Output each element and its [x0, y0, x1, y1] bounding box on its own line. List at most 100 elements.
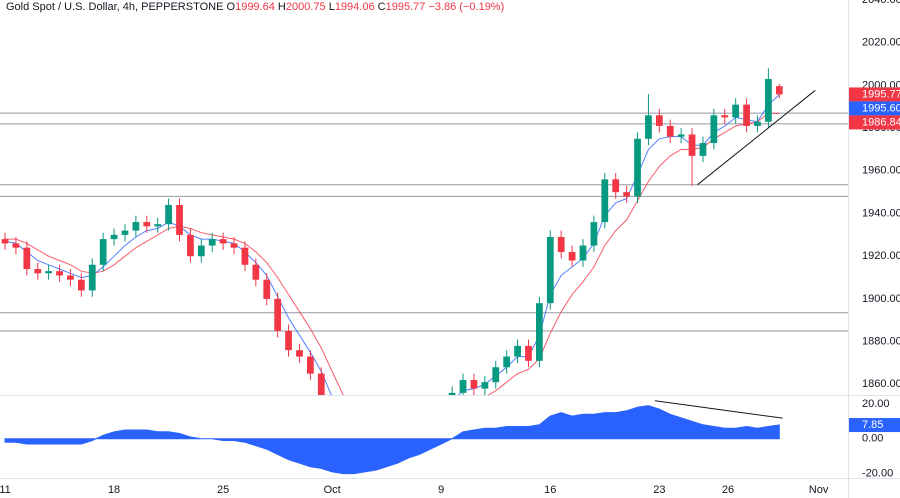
candle-body	[535, 303, 543, 361]
candle-body	[285, 330, 292, 351]
candle-body	[252, 264, 260, 280]
candle-body	[241, 247, 249, 265]
candle-body	[688, 134, 696, 156]
x-tick-label: 23	[653, 484, 665, 496]
candle-body	[274, 298, 282, 331]
candle-body	[208, 239, 216, 246]
osc-tag	[849, 418, 900, 433]
candle-body	[110, 234, 118, 240]
candle-body	[492, 367, 500, 383]
candle-body	[666, 125, 674, 137]
candle-body	[296, 350, 303, 357]
x-tick-label: Oct	[324, 484, 341, 496]
ohlc-prefix: O	[226, 1, 236, 13]
x-tick-label: 18	[108, 484, 120, 496]
candle-body	[154, 224, 162, 227]
candle-body	[197, 245, 205, 257]
candle-body	[601, 179, 609, 223]
main-pane	[0, 68, 848, 431]
symbol: Gold Spot / U.S. Dollar, 4h, PEPPERSTONE	[6, 1, 224, 13]
ohlc-prefix: H	[277, 1, 286, 13]
candle-body	[187, 234, 194, 257]
change: −3.86 (−0.19%)	[428, 1, 505, 13]
y-tick-label: 1900.00	[862, 293, 900, 305]
candle-body	[143, 222, 151, 227]
candle-body	[263, 279, 271, 299]
candle-body	[699, 143, 707, 156]
candle-body	[230, 243, 238, 248]
candle-body	[448, 392, 456, 395]
ohlc-value: 1999.64	[235, 1, 275, 13]
candle-body	[775, 86, 783, 95]
candle-body	[88, 264, 96, 291]
candle-body	[99, 239, 107, 265]
ohlc-prefix: L	[328, 1, 335, 13]
candle-body	[121, 230, 129, 235]
candle-body	[306, 356, 314, 374]
candle-body	[67, 275, 74, 280]
price-tag	[849, 101, 900, 116]
x-tick-label: 16	[544, 484, 556, 496]
osc-tag-label: 7.85	[862, 419, 883, 431]
moving-average	[4, 94, 780, 395]
candle-body	[176, 204, 183, 235]
price-tag	[849, 87, 900, 102]
candle-body	[416, 416, 423, 427]
x-tick-label: Nov	[809, 484, 829, 496]
candle-body	[438, 401, 445, 405]
x-tick-label: 26	[722, 484, 734, 496]
x-tick-label: 9	[438, 484, 444, 496]
candle-body	[623, 192, 631, 197]
ohlc-value: 1994.06	[334, 1, 375, 13]
candle-body	[503, 356, 511, 368]
osc-tick-label: 0.00	[862, 433, 883, 445]
candle-body	[219, 239, 227, 244]
candle-body	[765, 79, 772, 122]
oscillator-pane	[4, 400, 783, 475]
osc-tick-label: 20.00	[862, 398, 890, 410]
legend-header: Gold Spot / U.S. Dollar, 4h, PEPPERSTONE…	[6, 1, 504, 13]
candle-body	[677, 134, 685, 137]
candle-body	[481, 382, 489, 389]
ohlc-prefix: C	[377, 1, 386, 13]
candle-body	[721, 115, 729, 118]
ohlc-value: 2000.75	[285, 1, 326, 13]
candle-body	[645, 115, 652, 139]
y-tick-label: 1860.00	[862, 378, 900, 390]
price-tag-label: 1995.77	[862, 88, 900, 100]
y-tick-label: 1880.00	[862, 336, 900, 348]
candle-body	[34, 269, 42, 274]
price-tag-label: 1986.84	[862, 116, 900, 128]
candle-body	[459, 380, 467, 393]
ohlc-value: 1995.77	[385, 1, 426, 13]
y-tick-label: 1920.00	[862, 250, 900, 262]
candle-body	[1, 239, 9, 244]
candle-body	[56, 271, 63, 276]
osc-trendline	[654, 400, 783, 419]
candle-body	[754, 121, 761, 126]
candle-body	[710, 115, 718, 144]
candle-body	[77, 279, 85, 291]
y-tick-label: 2020.00	[862, 37, 900, 49]
candle-body	[470, 380, 478, 389]
candle-body	[568, 251, 576, 261]
candle-body	[329, 401, 336, 431]
candle-body	[546, 237, 554, 304]
y-tick-label: 1960.00	[862, 165, 900, 177]
price-tag-label: 1995.60	[862, 102, 900, 114]
moving-average	[5, 112, 780, 395]
candle-body	[557, 237, 565, 252]
candle-body	[634, 138, 641, 197]
oscillator-area	[4, 405, 780, 475]
x-tick-label: 11	[0, 484, 11, 496]
candle-body	[655, 115, 663, 126]
candle-body	[165, 204, 172, 225]
candle-body	[132, 222, 140, 231]
candle-body	[23, 247, 31, 270]
candle-body	[732, 104, 740, 118]
trendline	[697, 89, 816, 186]
candle-body	[12, 243, 20, 248]
